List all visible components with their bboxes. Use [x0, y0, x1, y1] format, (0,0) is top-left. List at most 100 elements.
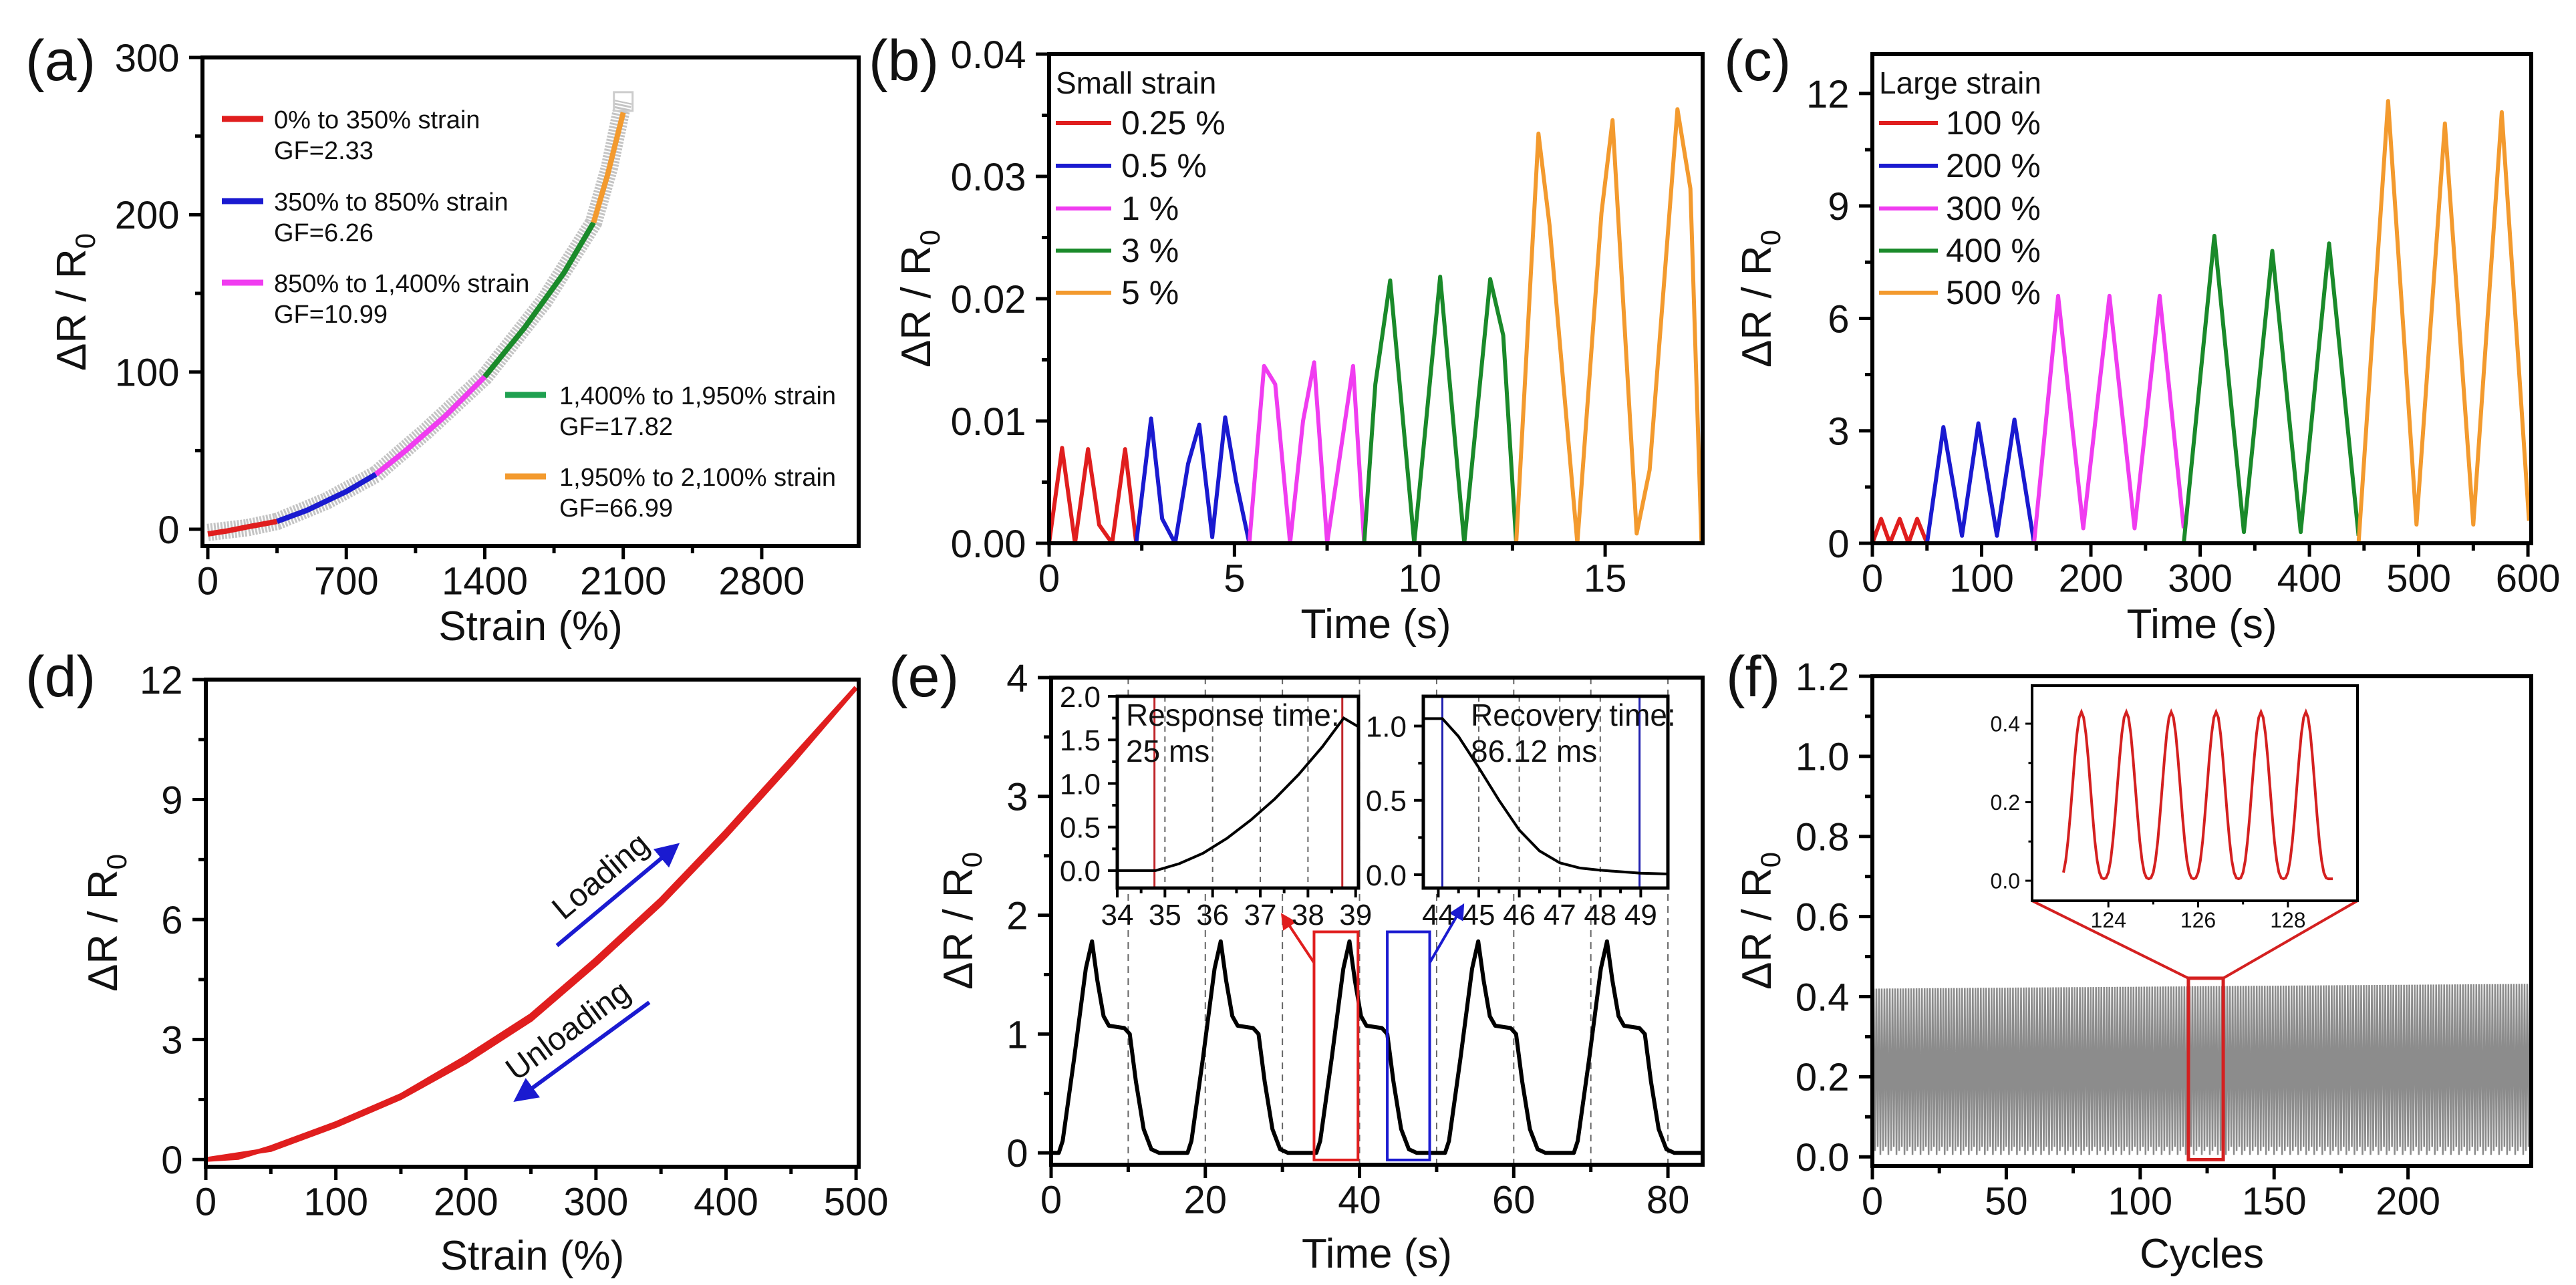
- legend-label: 5 %: [1121, 274, 1179, 311]
- y-axis-title: ΔR / R0: [1734, 230, 1786, 368]
- y-axis-title: ΔR / R0: [80, 854, 132, 992]
- y-tick-label: 0.5: [1366, 785, 1407, 818]
- inset-background: [1117, 696, 1358, 888]
- gauge-factor-label: GF=17.82: [559, 413, 673, 441]
- legend-title: Small strain: [1056, 65, 1216, 100]
- zoom-connector-right: [2223, 899, 2358, 980]
- y-tick-label: 2.0: [1060, 681, 1101, 714]
- y-tick-label: 0: [1828, 523, 1849, 566]
- y-tick-label: 3: [1828, 410, 1849, 454]
- legend-entry: 400 %: [1879, 232, 2041, 269]
- zoom-highlight-box: [2186, 976, 2225, 1161]
- y-tick-label: 100: [115, 351, 180, 395]
- panel-c-large-strain: 0 100 200 300 400 500 600 0 3 6 9 12 Large strain 100…: [1724, 29, 2560, 648]
- x-tick-label: 36: [1196, 899, 1229, 932]
- y-axis-title-subscript: 0: [1755, 230, 1786, 245]
- y-tick-label: 12: [1806, 73, 1850, 116]
- x-tick-label: 35: [1149, 899, 1181, 932]
- x-tick-label: 200: [2376, 1180, 2440, 1224]
- zoom-connector-left: [2031, 899, 2189, 980]
- legend-entry: 0.5 %: [1056, 147, 1207, 184]
- x-tick-label: 2800: [718, 560, 805, 603]
- y-tick-label: 0: [161, 1139, 182, 1182]
- panel-d-hysteresis: 0 100 200 300 400 500036912LoadingUnloading(d…: [25, 645, 888, 1279]
- cycling-zoom-inset: 124 126 128 0.0 0.2 0.4: [1991, 684, 2359, 932]
- legend-label: 850% to 1,400% strain: [274, 270, 529, 298]
- gauge-factor-label: GF=66.99: [559, 494, 673, 523]
- plot-frame: [1421, 694, 1670, 890]
- plot-area: [1423, 696, 1668, 888]
- series-line-4: [2356, 99, 2531, 543]
- x-tick-label: 200: [2059, 557, 2124, 601]
- recovery-time-inset: 44 45 46 47 48 49 0.0 0.5 1.0 Recovery time:86.12…: [1366, 694, 1676, 932]
- response-time-inset: 34 35 36 37 38 39 0.0 0.5 1.0 1.5 2.0 Response time…: [1060, 681, 1372, 932]
- unloading-label: Unloading: [499, 974, 637, 1088]
- legend-entry: 5 %: [1056, 274, 1179, 311]
- y-tick-label: 6: [161, 899, 182, 942]
- legend-entry: 0.25 %: [1056, 104, 1226, 142]
- y-tick-label: 0.04: [951, 33, 1026, 77]
- y-tick-label: 0.0: [1991, 869, 2020, 893]
- x-tick-label: 300: [563, 1181, 628, 1224]
- series-line-1: [276, 472, 378, 525]
- legend-label: 300 %: [1946, 190, 2041, 227]
- x-tick-label: 47: [1544, 899, 1576, 932]
- panel-label: (a): [25, 29, 96, 93]
- cycling-signal: [1872, 984, 2531, 1155]
- y-tick-label: 9: [1828, 185, 1849, 229]
- y-tick-label: 2: [1006, 894, 1028, 938]
- y-tick-label: 1.0: [1366, 710, 1407, 743]
- x-tick-label: 0: [1862, 557, 1883, 601]
- x-tick-label: 100: [1949, 557, 2014, 601]
- series-line-4: [1514, 107, 1703, 543]
- series-line-0: [1872, 517, 1929, 543]
- y-tick-label: 1.0: [1060, 768, 1101, 801]
- series-line-2: [1247, 360, 1367, 543]
- legend-label: 1,950% to 2,100% strain: [559, 464, 836, 492]
- inset-title: Response time:: [1126, 698, 1340, 732]
- plot-frame: [204, 678, 861, 1169]
- panel-label: (e): [889, 645, 959, 709]
- x-tick-label: 0: [1862, 1180, 1883, 1224]
- y-axis-title: ΔR / R0: [1734, 852, 1786, 990]
- legend-entry: 200 %: [1879, 147, 2041, 184]
- legend-label: 0% to 350% strain: [274, 106, 480, 134]
- legend-entry: 500 %: [1879, 274, 2041, 311]
- legend-label: 1 %: [1121, 190, 1179, 227]
- y-axis-title-main: ΔR / R: [1734, 245, 1780, 368]
- inset-value: 86.12 ms: [1471, 734, 1597, 768]
- legend-entry: 850% to 1,400% strain GF=10.99: [222, 270, 529, 329]
- x-tick-label: 500: [824, 1181, 889, 1224]
- legend-entry: 100 %: [1879, 104, 2041, 142]
- x-tick-label: 49: [1624, 899, 1657, 932]
- x-tick-label: 38: [1292, 899, 1324, 932]
- series-line-2: [2032, 293, 2186, 543]
- x-tick-label: 600: [2496, 557, 2561, 601]
- x-tick-label: 80: [1647, 1179, 1690, 1222]
- x-tick-label: 10: [1398, 557, 1441, 601]
- recovery-highlight-box: [1386, 930, 1431, 1161]
- legend-entry: 1 %: [1056, 190, 1179, 227]
- x-tick-label: 46: [1503, 899, 1536, 932]
- y-axis-title-subscript: 0: [1755, 852, 1786, 867]
- panel-label: (c): [1724, 29, 1791, 93]
- y-tick-label: 4: [1006, 657, 1028, 700]
- y-tick-label: 0.2: [1796, 1056, 1850, 1099]
- series-line-2: [374, 374, 487, 476]
- plot-area: [1872, 99, 2531, 543]
- y-axis-title-main: ΔR / R: [80, 869, 126, 992]
- legend-label: 0.25 %: [1121, 104, 1226, 142]
- inset-curve: [1423, 717, 1668, 875]
- gauge-factor-label: GF=6.26: [274, 219, 374, 247]
- x-axis-title: Strain (%): [438, 603, 623, 650]
- x-tick-label: 128: [2270, 908, 2305, 932]
- plot-frame: [1115, 694, 1361, 890]
- legend-title: Large strain: [1879, 65, 2041, 100]
- series-line-3: [1362, 275, 1518, 543]
- plot-area: [1117, 696, 1358, 888]
- y-tick-label: 9: [161, 778, 182, 822]
- x-tick-label: 20: [1184, 1179, 1228, 1222]
